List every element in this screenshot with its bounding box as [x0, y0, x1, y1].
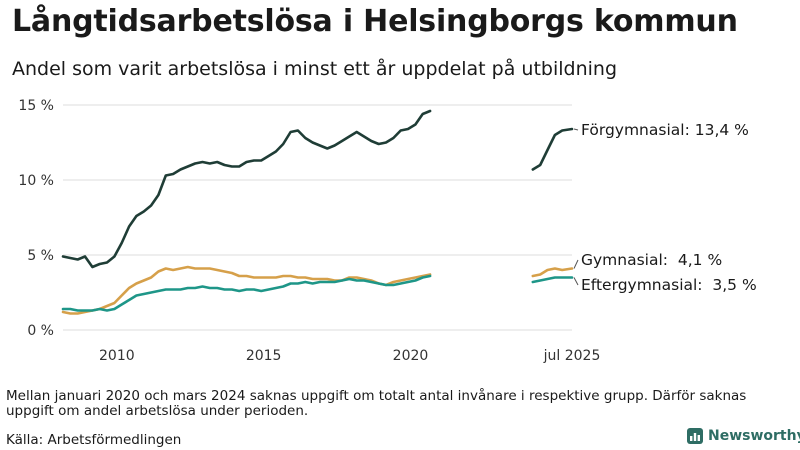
series-lines	[61, 109, 574, 315]
chart-title: Långtidsarbetslösa i Helsingborgs kommun	[12, 4, 738, 39]
source-text: Källa: Arbetsförmedlingen	[6, 432, 182, 448]
bar-chart-icon	[687, 428, 703, 444]
y-axis-tick-labels: 0 % 5 % 10 % 15 %	[18, 98, 54, 339]
x-axis-tick-labels: 2010 2015 2020 jul 2025	[99, 348, 600, 364]
x-tick-label: jul 2025	[543, 348, 601, 364]
newsworthy-logo[interactable]: Newsworthy	[687, 428, 800, 444]
chart-subtitle: Andel som varit arbetslösa i minst ett å…	[12, 58, 618, 80]
x-tick-label: 2015	[246, 348, 282, 364]
brand-name: Newsworthy	[708, 428, 800, 444]
grid-lines	[63, 104, 572, 331]
leader-line	[573, 128, 579, 131]
y-tick-label: 10 %	[18, 173, 54, 189]
y-tick-label: 5 %	[27, 248, 54, 264]
series-line-eftergymnasial	[61, 274, 432, 312]
series-line-förgymnasial	[531, 127, 574, 171]
y-tick-label: 15 %	[18, 98, 54, 114]
x-tick-label: 2010	[99, 348, 135, 364]
leader-line	[573, 277, 579, 286]
footnote: Mellan januari 2020 och mars 2024 saknas…	[6, 388, 747, 419]
series-line-förgymnasial	[61, 109, 432, 269]
line-chart: 0 % 5 % 10 % 15 % 2010 2015 2020 jul 2025 Förg…	[18, 98, 757, 364]
leader-line	[573, 259, 579, 269]
series-end-label: Eftergymnasial: 3,5 %	[581, 276, 757, 294]
series-line-eftergymnasial	[531, 276, 574, 284]
series-end-label: Gymnasial: 4,1 %	[581, 251, 722, 269]
series-line-gymnasial	[61, 265, 432, 315]
series-end-labels: Förgymnasial: 13,4 % Gymnasial: 4,1 % Efte…	[573, 121, 757, 294]
x-tick-label: 2020	[393, 348, 429, 364]
series-line-gymnasial	[531, 267, 574, 278]
y-tick-label: 0 %	[27, 323, 54, 339]
series-end-label: Förgymnasial: 13,4 %	[581, 121, 749, 139]
